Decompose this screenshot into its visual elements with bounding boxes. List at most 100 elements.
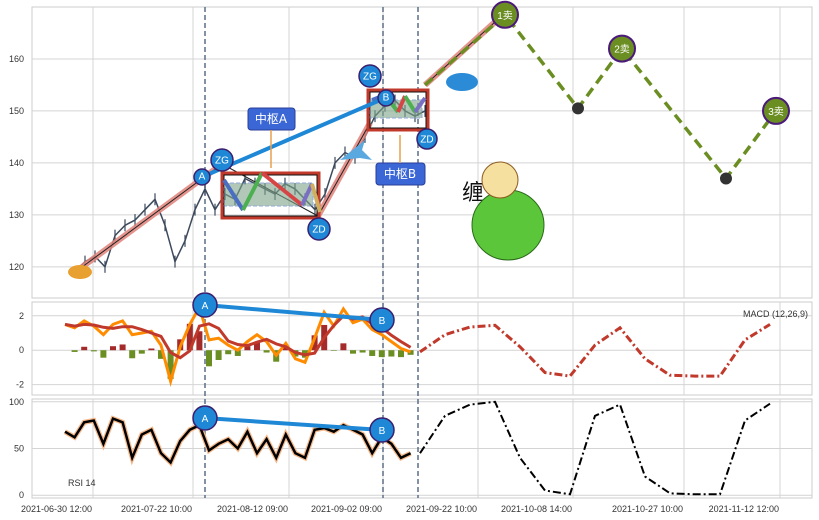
macd-point-b: [369, 307, 395, 333]
macd-dif-line: [64, 303, 412, 387]
zg-b-label: ZG: [363, 72, 377, 83]
zg-a-label: ZG: [215, 156, 229, 167]
point-b-label: B: [383, 93, 390, 104]
macd-histogram-bar: [119, 344, 126, 351]
projection-turn-point: [572, 102, 584, 115]
rsi-divergence-line: [204, 416, 383, 432]
sell-point-marker: [491, 0, 519, 29]
macd-histogram-bar: [196, 331, 203, 351]
macd-histogram-bar: [167, 350, 174, 379]
macd-histogram-bar: [110, 346, 116, 351]
macd-histogram-bar: [388, 350, 395, 357]
y-tick-label: 140: [9, 158, 24, 168]
sell-point-marker: [762, 96, 790, 125]
zigzag-stroke: [241, 172, 264, 211]
macd-histogram-bar: [206, 350, 212, 367]
x-axis: 2021-06-30 12:00 2021-07-22 10:00 2021-08-…: [21, 504, 779, 514]
macd-histogram-bar: [100, 350, 107, 358]
sell-point-label: 1卖: [497, 10, 513, 22]
point-a-label: A: [199, 172, 206, 183]
x-tick-label: 2021-07-22 10:00: [121, 504, 192, 514]
macd-histogram-bar: [215, 350, 222, 360]
zhongshu-box: [366, 88, 430, 132]
monk-head-icon: [481, 161, 519, 199]
macd-histogram-bar: [359, 350, 366, 353]
monk-body-icon: [471, 189, 545, 261]
x-tick-label: 2021-09-22 10:00: [406, 504, 477, 514]
point-b: [377, 89, 395, 107]
rsi-glow: [63, 415, 412, 467]
macd-histogram-bar: [90, 350, 97, 352]
macd-panel: MACD (12,26,9): [64, 303, 808, 387]
y-tick-label: 50: [14, 444, 24, 454]
zd-b: [416, 128, 438, 150]
zigzag-stroke: [403, 94, 417, 114]
zigzag-stroke: [310, 183, 322, 213]
zigzag-stroke: [413, 96, 427, 114]
point-a: [193, 168, 211, 186]
macd-histogram-bar: [148, 348, 155, 351]
zhongshu-box: [220, 171, 321, 220]
scooter-icon: [68, 265, 92, 279]
rsi-line: [64, 416, 412, 465]
macd-histogram-bar: [81, 346, 88, 351]
x-tick-label: 2021-06-30 12:00: [21, 504, 92, 514]
panel-frame: [31, 6, 813, 299]
macd-histogram-bar: [254, 342, 260, 351]
macd-histogram-bar: [378, 350, 385, 358]
macd-point-a-label: A: [202, 301, 209, 312]
rsi-panel: RSI 14: [63, 400, 771, 496]
sell-point-marker: [608, 34, 636, 63]
macd-histogram-bar: [244, 346, 251, 351]
rsi-point-b: [369, 417, 395, 443]
macd-histogram-bar: [407, 350, 414, 355]
grid: 120 130 140 150 160 -2 0 2 0 50 100: [9, 6, 813, 500]
zg-b: [358, 64, 382, 88]
airplane-icon: [340, 140, 372, 160]
y-tick-label: 150: [9, 106, 24, 116]
y-tick-label: 0: [19, 345, 24, 355]
macd-histogram-bar: [398, 350, 404, 358]
macd-histogram-bar: [138, 350, 145, 354]
x-tick-label: 2021-08-12 09:00: [217, 504, 288, 514]
macd-histogram-bar: [311, 335, 318, 351]
y-tick-label: 100: [9, 397, 24, 407]
x-tick-label: 2021-09-02 09:00: [311, 504, 382, 514]
zhongshu-b-label: 中枢B: [384, 166, 416, 181]
sell-point-label: 2卖: [614, 44, 630, 56]
zd-a: [307, 217, 331, 241]
sell-point-label: 3卖: [768, 106, 784, 118]
zd-a-label: ZD: [312, 225, 325, 236]
rsi-point-b-label: B: [379, 426, 386, 437]
y-tick-label: 160: [9, 54, 24, 64]
macd-histogram-bar: [350, 350, 356, 354]
zigzag-stroke: [260, 171, 304, 207]
macd-histogram-bar: [129, 350, 136, 359]
rsi-point-a: [192, 405, 218, 431]
car-icon: [446, 73, 478, 91]
rsi-point-a-label: A: [202, 414, 209, 425]
macd-histogram-bar: [71, 350, 78, 352]
trend-segment-core: [317, 122, 371, 217]
macd-label: MACD (12,26,9): [743, 309, 808, 319]
y-tick-label: 2: [19, 311, 24, 321]
macd-projection-line: [419, 323, 771, 378]
zhongshu-a-label: 中枢A: [255, 111, 288, 126]
x-tick-label: 2021-10-27 10:00: [612, 504, 683, 514]
y-tick-label: 0: [19, 490, 24, 500]
panel-frame: [31, 301, 813, 396]
y-tick-label: 120: [9, 262, 24, 272]
rsi-label: RSI 14: [68, 478, 96, 488]
macd-histogram-bar: [234, 350, 241, 356]
x-tick-label: 2021-11-12 12:00: [709, 504, 779, 514]
macd-divergence-line: [204, 303, 383, 322]
rsi-projection-line: [419, 400, 771, 496]
macd-point-a: [192, 292, 218, 318]
macd-histogram-bar: [340, 343, 347, 351]
zigzag-stroke: [396, 95, 407, 113]
macd-histogram-bar: [158, 350, 164, 359]
macd-histogram-bar: [369, 350, 376, 356]
zigzag-stroke: [222, 178, 245, 212]
y-tick-label: -2: [16, 380, 24, 390]
